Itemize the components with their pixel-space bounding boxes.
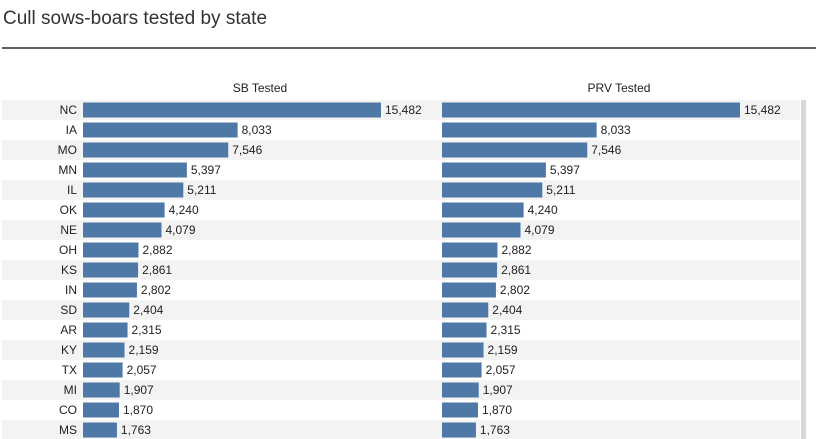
category-label-ky: KY: [61, 343, 77, 357]
prv-tested-value-label-in: 2,802: [500, 283, 530, 297]
prv-tested-value-label-mn: 5,397: [550, 163, 580, 177]
category-label-in: IN: [65, 283, 77, 297]
prv-tested-bar-ok[interactable]: [442, 202, 524, 218]
prv-tested-value-label-nc: 15,482: [744, 103, 781, 117]
prv-tested-bar-co[interactable]: [442, 402, 478, 418]
row-band: [440, 420, 800, 439]
prv-tested-value-label-tx: 2,057: [486, 363, 516, 377]
category-label-co: CO: [59, 403, 77, 417]
prv-tested-value-label-mi: 1,907: [483, 383, 513, 397]
prv-tested-value-label-oh: 2,882: [501, 243, 531, 257]
sb-tested-value-label-ky: 2,159: [129, 343, 159, 357]
category-label-ks: KS: [61, 263, 77, 277]
category-label-sd: SD: [60, 303, 77, 317]
sb-tested-value-label-tx: 2,057: [127, 363, 157, 377]
sb-tested-value-label-ne: 4,079: [166, 223, 196, 237]
prv-tested-value-label-ar: 2,315: [491, 323, 521, 337]
sb-tested-bar-ne[interactable]: [83, 222, 162, 238]
sb-tested-bar-nc[interactable]: [83, 102, 381, 118]
sb-tested-bar-in[interactable]: [83, 282, 137, 298]
prv-tested-bar-il[interactable]: [442, 182, 543, 198]
sb-tested-bar-ky[interactable]: [83, 342, 125, 358]
prv-tested-bar-mo[interactable]: [442, 142, 588, 158]
sb-tested-bar-il[interactable]: [83, 182, 184, 198]
sb-tested-value-label-mi: 1,907: [124, 383, 154, 397]
sb-tested-value-label-oh: 2,882: [142, 243, 172, 257]
sb-tested-panel-title: SB Tested: [233, 81, 287, 95]
category-label-mn: MN: [58, 163, 77, 177]
sb-tested-bar-ar[interactable]: [83, 322, 128, 338]
sb-tested-value-label-il: 5,211: [187, 183, 216, 197]
prv-tested-bar-ky[interactable]: [442, 342, 484, 358]
sb-tested-bar-ia[interactable]: [83, 122, 238, 138]
prv-tested-bar-tx[interactable]: [442, 362, 482, 378]
prv-tested-bar-ms[interactable]: [442, 422, 476, 438]
category-label-tx: TX: [62, 363, 77, 377]
category-label-ms: MS: [59, 423, 77, 437]
sb-tested-value-label-mn: 5,397: [191, 163, 221, 177]
category-label-ar: AR: [60, 323, 77, 337]
category-label-ne: NE: [60, 223, 77, 237]
prv-tested-value-label-ia: 8,033: [601, 123, 631, 137]
prv-tested-bar-ks[interactable]: [442, 262, 498, 278]
sb-tested-value-label-sd: 2,404: [133, 303, 163, 317]
row-band: [440, 300, 800, 320]
prv-tested-value-label-ms: 1,763: [480, 423, 510, 437]
sb-tested-value-label-co: 1,870: [123, 403, 153, 417]
sb-tested-bar-mi[interactable]: [83, 382, 120, 398]
prv-tested-value-label-ok: 4,240: [528, 203, 558, 217]
prv-tested-bar-ne[interactable]: [442, 222, 521, 238]
row-band: [440, 260, 800, 280]
row-band: [440, 380, 800, 400]
prv-tested-value-label-sd: 2,404: [492, 303, 522, 317]
prv-tested-value-label-ks: 2,861: [501, 263, 531, 277]
sb-tested-bar-ok[interactable]: [83, 202, 165, 218]
sb-tested-bar-tx[interactable]: [83, 362, 123, 378]
category-label-ia: IA: [66, 123, 77, 137]
row-band: [440, 340, 800, 360]
prv-tested-value-label-mo: 7,546: [591, 143, 621, 157]
prv-tested-bar-mi[interactable]: [442, 382, 479, 398]
sb-tested-bar-oh[interactable]: [83, 242, 139, 258]
sb-tested-bar-mn[interactable]: [83, 162, 187, 178]
sb-tested-value-label-mo: 7,546: [232, 143, 262, 157]
title-divider: [2, 47, 816, 49]
scrollbar[interactable]: [801, 100, 806, 439]
category-label-ok: OK: [60, 203, 77, 217]
category-label-oh: OH: [59, 243, 77, 257]
sb-tested-bar-co[interactable]: [83, 402, 119, 418]
prv-tested-bar-oh[interactable]: [442, 242, 498, 258]
sb-tested-value-label-ar: 2,315: [132, 323, 162, 337]
prv-tested-value-label-il: 5,211: [546, 183, 575, 197]
prv-tested-bar-ia[interactable]: [442, 122, 597, 138]
category-label-mo: MO: [58, 143, 77, 157]
category-label-nc: NC: [60, 103, 78, 117]
row-band: [440, 220, 800, 240]
prv-tested-value-label-ky: 2,159: [488, 343, 518, 357]
sb-tested-value-label-in: 2,802: [141, 283, 171, 297]
page-title: Cull sows-boars tested by state: [3, 8, 268, 29]
prv-tested-value-label-ne: 4,079: [525, 223, 555, 237]
sb-tested-bar-mo[interactable]: [83, 142, 229, 158]
prv-tested-value-label-co: 1,870: [482, 403, 512, 417]
sb-tested-value-label-ms: 1,763: [121, 423, 151, 437]
sb-tested-bar-ms[interactable]: [83, 422, 117, 438]
sb-tested-value-label-ok: 4,240: [169, 203, 199, 217]
prv-tested-panel-title: PRV Tested: [588, 81, 651, 95]
prv-tested-bar-sd[interactable]: [442, 302, 489, 318]
sb-tested-bar-ks[interactable]: [83, 262, 139, 278]
prv-tested-bar-ar[interactable]: [442, 322, 487, 338]
sb-tested-value-label-ia: 8,033: [242, 123, 272, 137]
sb-tested-value-label-ks: 2,861: [142, 263, 172, 277]
prv-tested-bar-nc[interactable]: [442, 102, 740, 118]
sb-tested-value-label-nc: 15,482: [385, 103, 422, 117]
prv-tested-bar-in[interactable]: [442, 282, 496, 298]
category-label-il: IL: [67, 183, 77, 197]
prv-tested-bar-mn[interactable]: [442, 162, 546, 178]
sb-tested-bar-sd[interactable]: [83, 302, 130, 318]
category-label-mi: MI: [64, 383, 77, 397]
